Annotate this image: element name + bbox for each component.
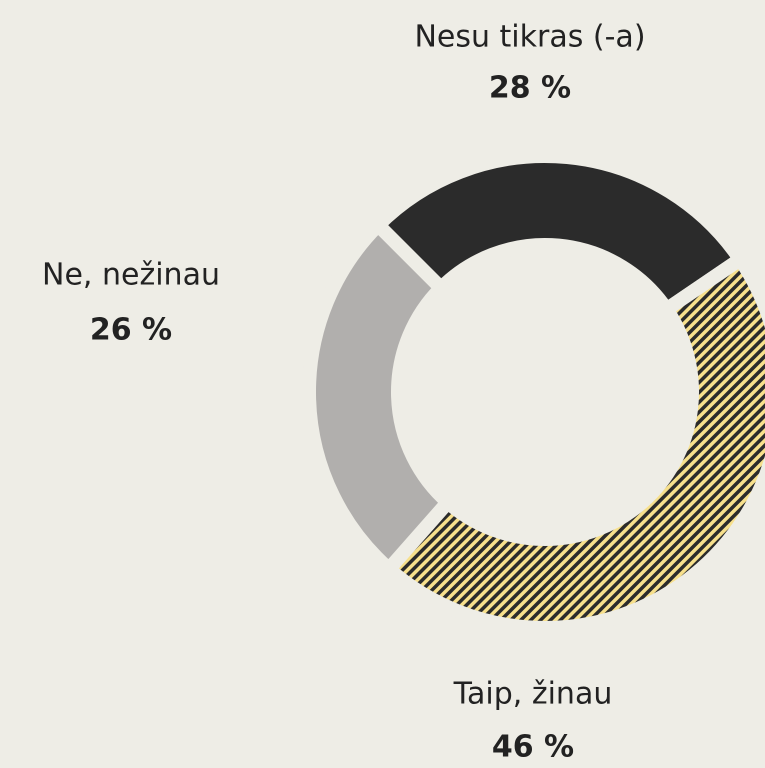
value-label: 26 % xyxy=(90,313,172,348)
value-label: 46 % xyxy=(492,730,574,765)
category-label: Ne, nežinau xyxy=(42,258,220,293)
donut-slice xyxy=(302,215,458,579)
donut-slice xyxy=(368,149,750,320)
value-label: 28 % xyxy=(489,71,571,106)
category-label: Taip, žinau xyxy=(453,677,613,712)
category-label: Nesu tikras (-a) xyxy=(414,20,645,55)
donut-slice xyxy=(379,249,765,635)
slices xyxy=(302,149,765,635)
